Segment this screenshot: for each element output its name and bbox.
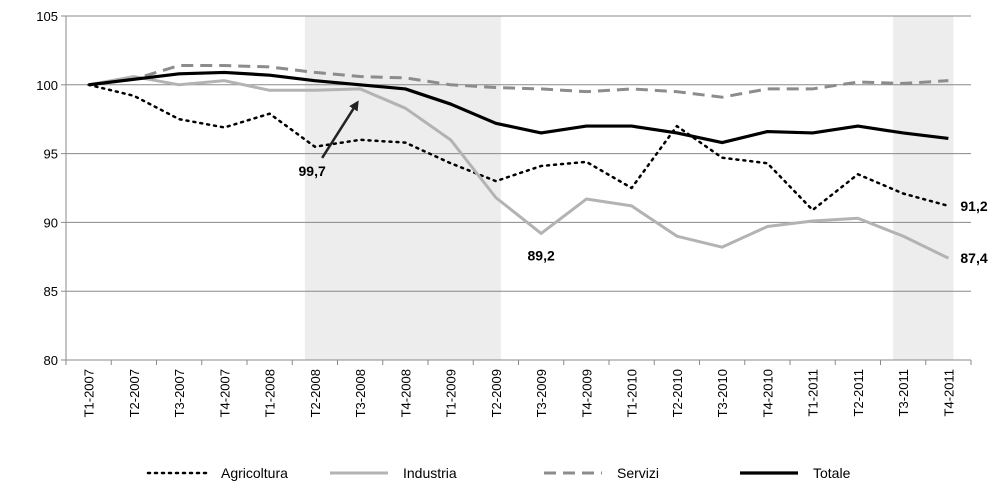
y-tick-label: 80 — [44, 353, 58, 368]
x-tick-label: T2-2011 — [851, 369, 866, 416]
shaded-periods — [304, 16, 954, 360]
series-industria — [88, 75, 950, 260]
x-tick-label: T2-2008 — [308, 369, 323, 417]
data-series — [87, 64, 950, 260]
annotation-label: 91,2 — [960, 198, 987, 214]
legend: Agricoltura Industria Servizi Totale — [146, 465, 851, 481]
x-tick-label: T3-2008 — [353, 369, 368, 417]
y-tick-label: 90 — [44, 215, 58, 230]
x-tick-label: T4-2009 — [579, 369, 594, 417]
x-tick-label: T3-2010 — [715, 369, 730, 417]
annotations: 99,7 89,2 91,2 87,4 — [299, 100, 988, 266]
x-tick-label: T2-2009 — [489, 369, 504, 417]
series-agricoltura — [87, 83, 950, 212]
x-tick-label: T1-2007 — [82, 369, 97, 417]
series-totale — [88, 70, 949, 145]
y-tick-label: 105 — [36, 9, 58, 24]
y-axis-tick-labels: 80 85 90 95 100 105 — [36, 9, 58, 368]
x-tick-label: T4-2007 — [217, 369, 232, 417]
x-tick-label: T2-2010 — [670, 369, 685, 417]
y-tick-label: 85 — [44, 284, 58, 299]
x-tick-label: T2-2007 — [127, 369, 142, 417]
series-line-agricoltura — [87, 83, 950, 212]
x-axis-tick-labels: T1-2007 T2-2007 T3-2007 T4-2007 T1-2008 T2-20… — [82, 369, 957, 417]
y-tick-label: 100 — [36, 78, 58, 93]
annotation-label: 99,7 — [299, 163, 326, 179]
x-tick-label: T4-2008 — [398, 369, 413, 417]
legend-label: Agricoltura — [221, 465, 288, 481]
x-tick-label: T3-2007 — [172, 369, 187, 417]
series-line-industria — [88, 75, 950, 260]
legend-label: Servizi — [617, 465, 659, 481]
annotation-label: 87,4 — [960, 250, 987, 266]
x-tick-label: T4-2011 — [941, 369, 956, 416]
annotation-arrow — [321, 100, 359, 159]
x-tick-label: T1-2010 — [625, 369, 640, 417]
shaded-period-1 — [304, 16, 501, 360]
legend-label: Totale — [813, 465, 851, 481]
legend-item-industria: Industria — [330, 465, 457, 481]
shaded-period-2 — [893, 16, 954, 360]
axes — [61, 15, 972, 365]
annotation-label: 89,2 — [528, 247, 555, 263]
x-tick-label: T3-2009 — [534, 369, 549, 417]
y-tick-label: 95 — [44, 147, 58, 162]
x-tick-label: T1-2009 — [444, 369, 459, 417]
legend-item-servizi: Servizi — [544, 465, 659, 481]
legend-item-totale: Totale — [740, 465, 851, 481]
x-tick-label: T3-2011 — [896, 369, 911, 416]
x-tick-label: T1-2008 — [263, 369, 278, 417]
series-line-totale — [88, 70, 949, 145]
x-tick-label: T4-2010 — [760, 369, 775, 417]
x-tick-label: T1-2011 — [806, 369, 821, 416]
legend-label: Industria — [403, 465, 457, 481]
legend-item-agricoltura: Agricoltura — [146, 465, 288, 481]
gridlines — [66, 15, 971, 361]
